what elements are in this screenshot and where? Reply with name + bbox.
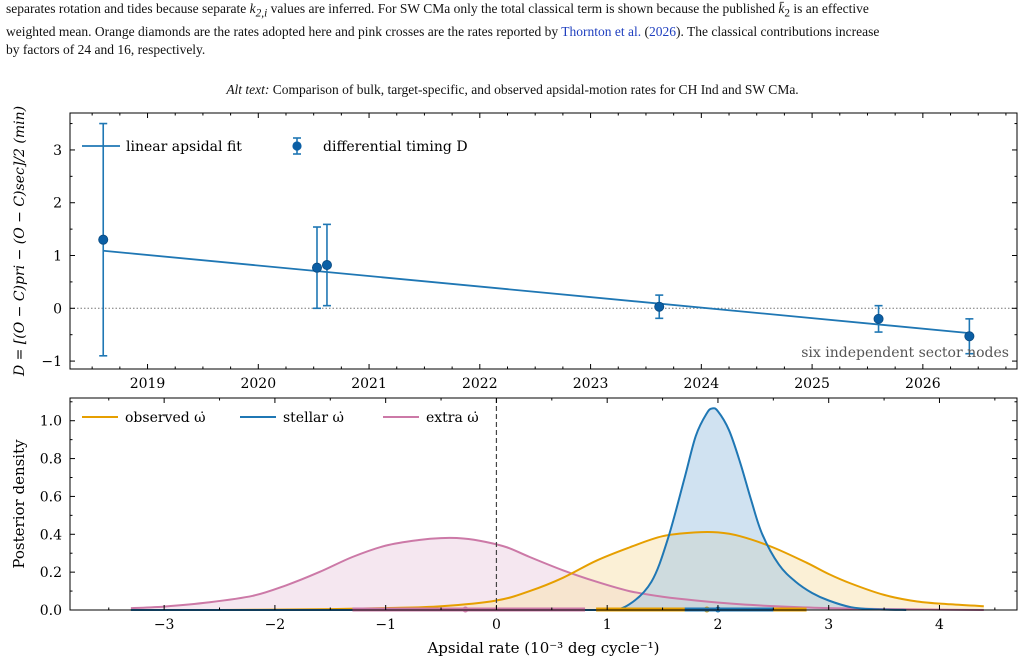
point-marker [964, 331, 975, 342]
point-marker [654, 301, 665, 312]
x-tick-label: 2021 [351, 376, 387, 392]
alt-text-label: Alt text: [226, 82, 270, 97]
y-tick-label: 0.8 [40, 452, 62, 468]
posterior-panel-frame [69, 397, 1018, 611]
y-tick-label: −1 [41, 354, 62, 370]
x-tick-label: 2022 [462, 376, 498, 392]
density-fill [130, 537, 984, 610]
x-tick-label: 2025 [794, 376, 830, 392]
density-fill [130, 408, 907, 610]
timing-legend: linear apsidal fit differential timing D [82, 137, 468, 155]
y-tick-label: 0.6 [40, 489, 62, 505]
x-tick-label: 2026 [905, 376, 941, 392]
y-tick-label: 0 [53, 301, 62, 317]
figure-caption: separates rotation and tides because sep… [6, 0, 1019, 59]
x-tick-label: 1 [603, 617, 612, 633]
k2bar-symbol: k̄ [778, 1, 785, 16]
point-marker [98, 234, 109, 245]
x-tick-label: 4 [935, 617, 944, 633]
point-marker [873, 313, 884, 324]
x-tick-label: 3 [824, 617, 833, 633]
legend-label: stellar ω̇ [283, 410, 344, 426]
density-curve [130, 536, 984, 611]
x-tick-label: 2023 [573, 376, 609, 392]
citation-year-link[interactable]: 2026 [649, 23, 677, 39]
timing-panel-frame [69, 112, 1018, 370]
y-tick-label: 1 [53, 249, 62, 265]
point-marker [311, 262, 322, 273]
alt-text-body: Comparison of bulk, target-specific, and… [269, 82, 799, 97]
x-tick-label: 2020 [240, 376, 276, 392]
y-tick-label: 0.2 [40, 565, 62, 581]
y-tick-label: 0.4 [40, 527, 62, 543]
x-tick-label: 2019 [130, 376, 166, 392]
data-point [311, 226, 322, 310]
legend-label: extra ω̇ [426, 410, 479, 426]
data-point [321, 223, 332, 307]
timing-panel: 2019 2020 2021 2022 2023 2024 2025 2026 −1 0 1 2 3 D … [12, 106, 1018, 392]
posterior-panel: −3 −2 −1 0 1 2 3 4 0.0 0.2 0.4 0.6 0.8 1.0 Apsidal rat… [10, 397, 1018, 657]
x-tick-label: −1 [375, 617, 396, 633]
data-point [873, 304, 884, 333]
x-tick-label: 0 [492, 617, 501, 633]
posterior-y-label: Posterior density [10, 439, 28, 569]
y-tick-label: 0.0 [40, 603, 62, 619]
caption-line-2: weighted mean. Orange diamonds are the r… [6, 23, 880, 39]
data-point [98, 122, 109, 357]
timing-y-label: D = [(O − C)pri − (O − C)sec]/2 (min) [12, 106, 28, 377]
posterior-x-label: Apsidal rate (10⁻³ deg cycle⁻¹) [426, 639, 659, 657]
alt-text: Alt text: Comparison of bulk, target-spe… [0, 82, 1025, 98]
x-tick-label: −2 [265, 617, 286, 633]
citation-link[interactable]: Thornton et al. [561, 23, 642, 39]
data-point [964, 318, 975, 355]
y-tick-label: 3 [53, 143, 62, 159]
x-tick-label: 2 [713, 617, 722, 633]
posterior-legend: observed ω̇ stellar ω̇ extra ω̇ [82, 410, 479, 426]
legend-fit-label: linear apsidal fit [126, 139, 242, 155]
x-tick-label: 2024 [684, 376, 720, 392]
fit-line [103, 249, 970, 335]
x-tick-label: −3 [154, 617, 175, 633]
point-marker [321, 260, 332, 271]
y-tick-label: 1.0 [40, 414, 62, 430]
caption-line-3: by factors of 24 and 16, respectively. [6, 41, 206, 57]
timing-annotation: six independent sector nodes [801, 345, 1009, 361]
legend-label: observed ω̇ [125, 410, 206, 426]
data-point [654, 294, 665, 320]
caption-line-1: separates rotation and tides because sep… [6, 1, 869, 20]
legend-points-marker [292, 141, 302, 151]
k2i-symbol: k [249, 1, 256, 16]
y-tick-label: 2 [53, 196, 62, 212]
legend-points-label: differential timing D [323, 139, 468, 155]
